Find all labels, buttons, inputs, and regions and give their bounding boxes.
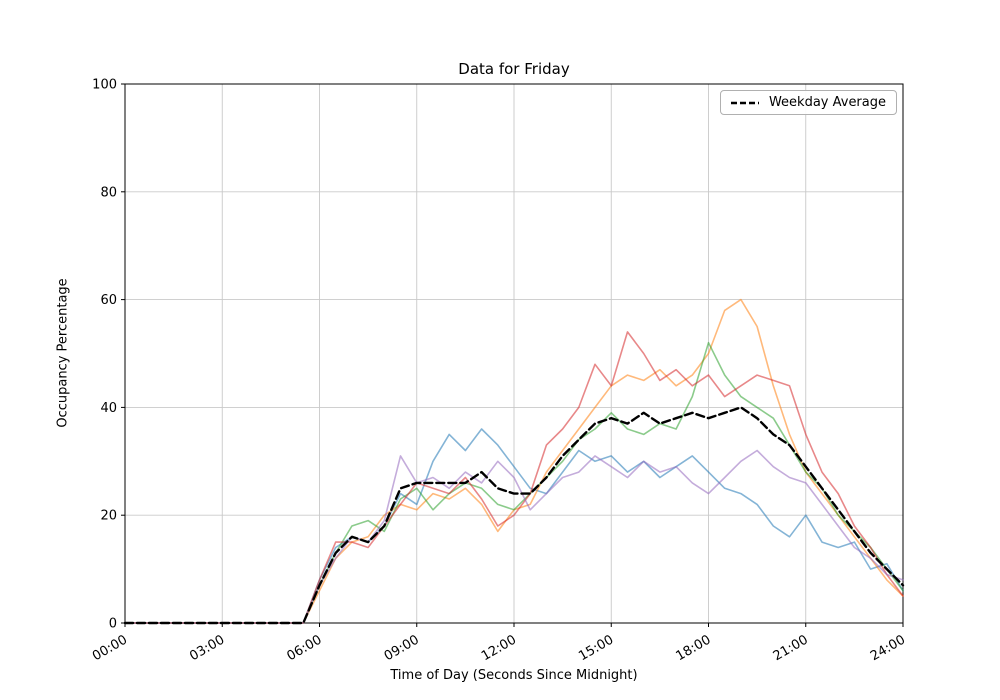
legend-label: Weekday Average [768,95,886,110]
series-line-weekday-average [123,406,905,625]
x-tick-label: 00:00 [90,632,130,664]
x-tick-label: 09:00 [382,632,422,664]
x-tick-label: 03:00 [187,632,227,664]
x-tick-label: 12:00 [479,632,519,664]
y-tick-label: 80 [100,185,117,200]
y-tick-label: 0 [109,617,117,632]
y-tick-label: 40 [100,401,117,416]
legend-dashed-line-icon [730,101,759,104]
x-tick-label: 18:00 [674,632,714,664]
y-tick-label: 60 [100,293,117,308]
x-tick-label: 24:00 [868,632,908,664]
x-tick-label: 21:00 [771,632,811,664]
y-tick-label: 100 [92,78,117,93]
chart-title: Data for Friday [458,60,570,78]
x-tick-label: 15:00 [576,632,616,664]
x-axis-label: Time of Day (Seconds Since Midnight) [390,668,638,683]
y-tick-label: 20 [100,509,117,524]
legend: Weekday Average [719,90,897,115]
series-line-week-5 [124,449,904,624]
x-tick-label: 06:00 [285,632,325,664]
y-axis-label: Occupancy Percentage [55,278,71,428]
